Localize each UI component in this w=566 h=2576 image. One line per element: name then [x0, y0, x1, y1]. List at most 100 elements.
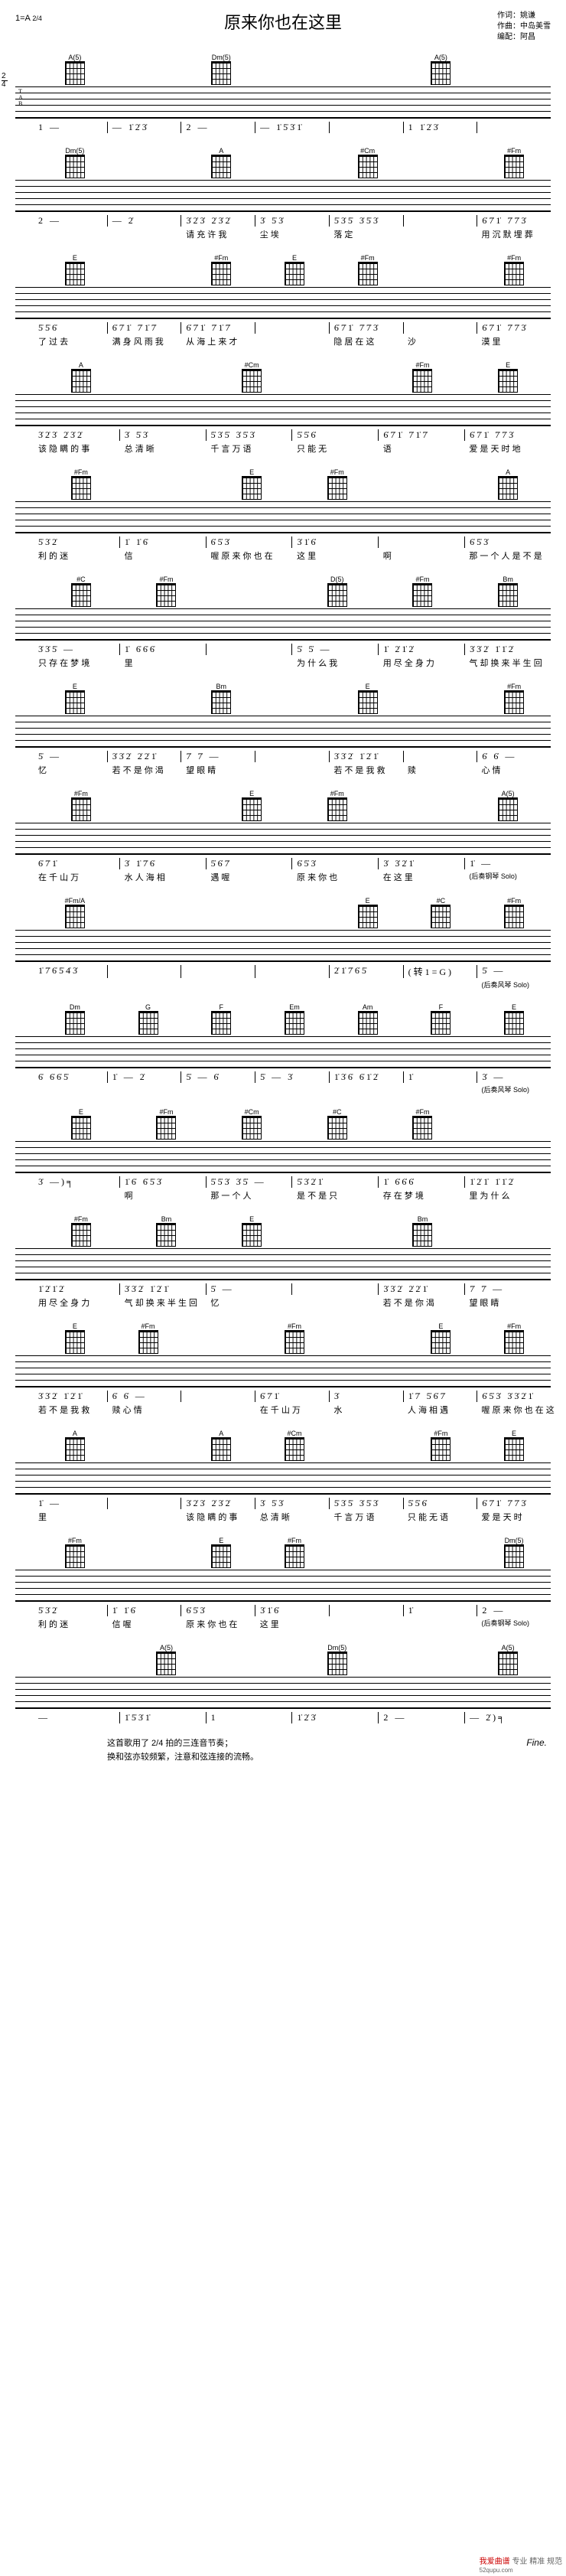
chord-diagram — [71, 798, 91, 821]
jianpu-bar — [329, 1605, 403, 1616]
chord-position: #Fm — [503, 897, 525, 928]
chord-row: EBmE#Fm — [15, 683, 551, 714]
chord-name: #Fm — [288, 1537, 301, 1544]
lyrics-bar: 那 一 个 人 是 不 是 — [464, 549, 551, 562]
chord-diagram — [138, 1331, 158, 1354]
chord-position — [356, 1322, 379, 1354]
chord-diagram — [285, 1545, 304, 1568]
chord-name: A(5) — [160, 1644, 173, 1652]
chord-name: #Fm — [415, 576, 429, 583]
chord-diagram — [498, 1652, 518, 1675]
jianpu-bar: 3̇3̇2̇ 1̇2̇1̇ — [38, 1391, 107, 1402]
lyrics-bar — [108, 1084, 182, 1094]
header: 1=A 2/4 原来你也在这里 作词：姚谦 作曲：中岛美雪 编配：阿昌 — [15, 8, 551, 46]
chord-position: E — [496, 361, 519, 393]
chord-diagram — [65, 62, 85, 85]
lyrics-bar: 若 不 是 你 渴 — [108, 764, 182, 776]
jianpu-bar: 6̇ 6̇ — — [477, 751, 551, 762]
lyrics-row: 利 的 迷信 喔 原 来 你 也 在这 里啊那 一 个 人 是 不 是 — [15, 549, 551, 562]
chord-name: #Fm — [68, 1537, 82, 1544]
chord-name: E — [249, 468, 254, 476]
chord-position: F — [210, 1003, 233, 1035]
chord-name: #Fm — [159, 576, 173, 583]
jianpu-bar: 6̇7̇1̇ 7̇7̇3̇ — [464, 429, 551, 441]
chord-row: Dm(5)A#Cm#Fm — [15, 147, 551, 178]
lyrics-bar: 从 海 上 来 才 — [181, 335, 255, 347]
jianpu-bar: 1̇ 1̇6̇ — [107, 1605, 181, 1616]
chord-position — [137, 683, 160, 714]
chord-position — [283, 683, 306, 714]
lyrics-bar: 信 — [120, 549, 207, 562]
solo-annotation: (后奏钢琴 Solo) — [477, 1618, 551, 1630]
lyrics-bar: 存 在 梦 境 — [379, 1189, 465, 1202]
jianpu-bar: 6̇5̇3̇ 3̇3̇2̇1̇ — [477, 1391, 551, 1402]
chord-position: A — [210, 1430, 233, 1461]
chord-position: #Fm — [411, 576, 434, 607]
lyrics-row: 里该 隐 瞒 的 事总 清 晰千 言 万 语只 能 无 语爱 是 天 时 — [15, 1511, 551, 1523]
chord-name: #Cm — [245, 361, 259, 369]
chord-name: A(5) — [502, 790, 515, 797]
chord-name: #Fm — [288, 1322, 301, 1330]
lyrics-row: 该 隐 瞒 的 事总 清 晰千 言 万 语只 能 无语 爱 是 天 时 地 — [15, 442, 551, 455]
jianpu-bar: 3̇1̇6̇ — [291, 536, 378, 548]
lyrics-bar: 用 沉 默 埋 葬 — [477, 228, 551, 240]
lyrics-bar: 信 喔 — [108, 1618, 182, 1630]
chord-name: A — [506, 468, 510, 476]
chord-diagram — [65, 691, 85, 714]
chord-diagram — [358, 905, 378, 928]
chord-name: #Fm/A — [65, 897, 86, 905]
chord-diagram — [412, 1224, 432, 1247]
lyrics-bar: 该 隐 瞒 的 事 — [181, 1511, 255, 1523]
chord-diagram — [65, 155, 85, 178]
staff-line: E#Fm#Cm#C#Fm3̇ —)╕1̇6̇ 6̇5̇3̇5̇5̇3̇ 3̇5̇… — [15, 1108, 551, 1202]
jianpu-row: 5̇3̇2̇1̇ 1̇6̇6̇5̇3̇3̇1̇6̇1̇2 — — [15, 1605, 551, 1616]
jianpu-bar: 3̇3̇2̇ 1̇1̇2̇ — [464, 644, 551, 655]
chord-row: A(5)Dm(5)A(5) — [15, 1644, 551, 1675]
chord-name: #Fm — [415, 1108, 429, 1116]
chord-name: A — [79, 361, 83, 369]
chord-position: Bm — [496, 576, 519, 607]
chord-row: E#Fm#Cm#C#Fm — [15, 1108, 551, 1140]
lyrics-bar: 若 不 是 我 救 — [329, 764, 403, 776]
chord-name: #Fm — [142, 1322, 155, 1330]
chord-position: #Fm — [356, 254, 379, 285]
jianpu-row: 6̇7̇1̇3̇ 1̇7̇6̇5̇6̇7̇6̇5̇3̇3̇ 3̇2̇1̇1̇ — — [15, 858, 551, 869]
chord-row: #C#FmD(5)#FmBm — [15, 576, 551, 607]
chord-name: A(5) — [68, 54, 81, 61]
lyrics-bar: 用 尽 全 身 力 — [38, 1296, 120, 1309]
jianpu-bar — [107, 965, 181, 978]
lyrics-bar — [255, 335, 330, 347]
jianpu-bar: 1̇ 6̇6̇6̇ — [378, 1176, 464, 1188]
chord-name: #Fm — [507, 897, 521, 905]
chord-row: #FmBmEBm — [15, 1215, 551, 1247]
chord-name: E — [249, 1215, 254, 1223]
chord-name: #Fm — [214, 254, 228, 262]
lyrics-bar: 千 言 万 语 — [329, 1511, 403, 1523]
lyrics-bar — [255, 980, 330, 990]
chord-name: E — [73, 683, 77, 690]
lyrics-bar — [403, 1084, 477, 1094]
jianpu-bar: 3̇3̇2̇ 2̇2̇1̇ — [107, 751, 181, 762]
chord-name: Dm(5) — [505, 1537, 524, 1544]
jianpu-bar: — 2̇)╕ — [464, 1712, 551, 1723]
chord-diagram — [71, 477, 91, 500]
lyrics-bar: 啊 — [379, 549, 465, 562]
chord-position: F — [429, 1003, 452, 1035]
chord-position: #C — [429, 897, 452, 928]
chord-position: #Fm — [283, 1322, 306, 1354]
chord-diagram — [327, 477, 347, 500]
lyrics-bar: 人 海 相 遇 — [403, 1404, 477, 1416]
chord-diagram — [71, 1224, 91, 1247]
jianpu-bar: 3̇ 5̇3̇ — [255, 215, 329, 227]
chord-name: E — [438, 1322, 443, 1330]
lyrics-bar: 语 — [379, 442, 465, 455]
jianpu-bar: 6̇5̇3̇ — [206, 536, 292, 548]
chord-position: A — [70, 361, 93, 393]
lyrics-bar: 赎 心 情 — [108, 1404, 182, 1416]
lyrics-bar: 原 来 你 也 在 — [181, 1618, 255, 1630]
chord-diagram — [65, 1012, 85, 1035]
chord-position: #Fm — [503, 254, 525, 285]
jianpu-row: —1̇5̇3̇1̇11̇2̇3̇2 —— 2̇)╕ — [15, 1712, 551, 1723]
chord-name: #C — [437, 897, 446, 905]
chord-name: Em — [289, 1003, 300, 1011]
